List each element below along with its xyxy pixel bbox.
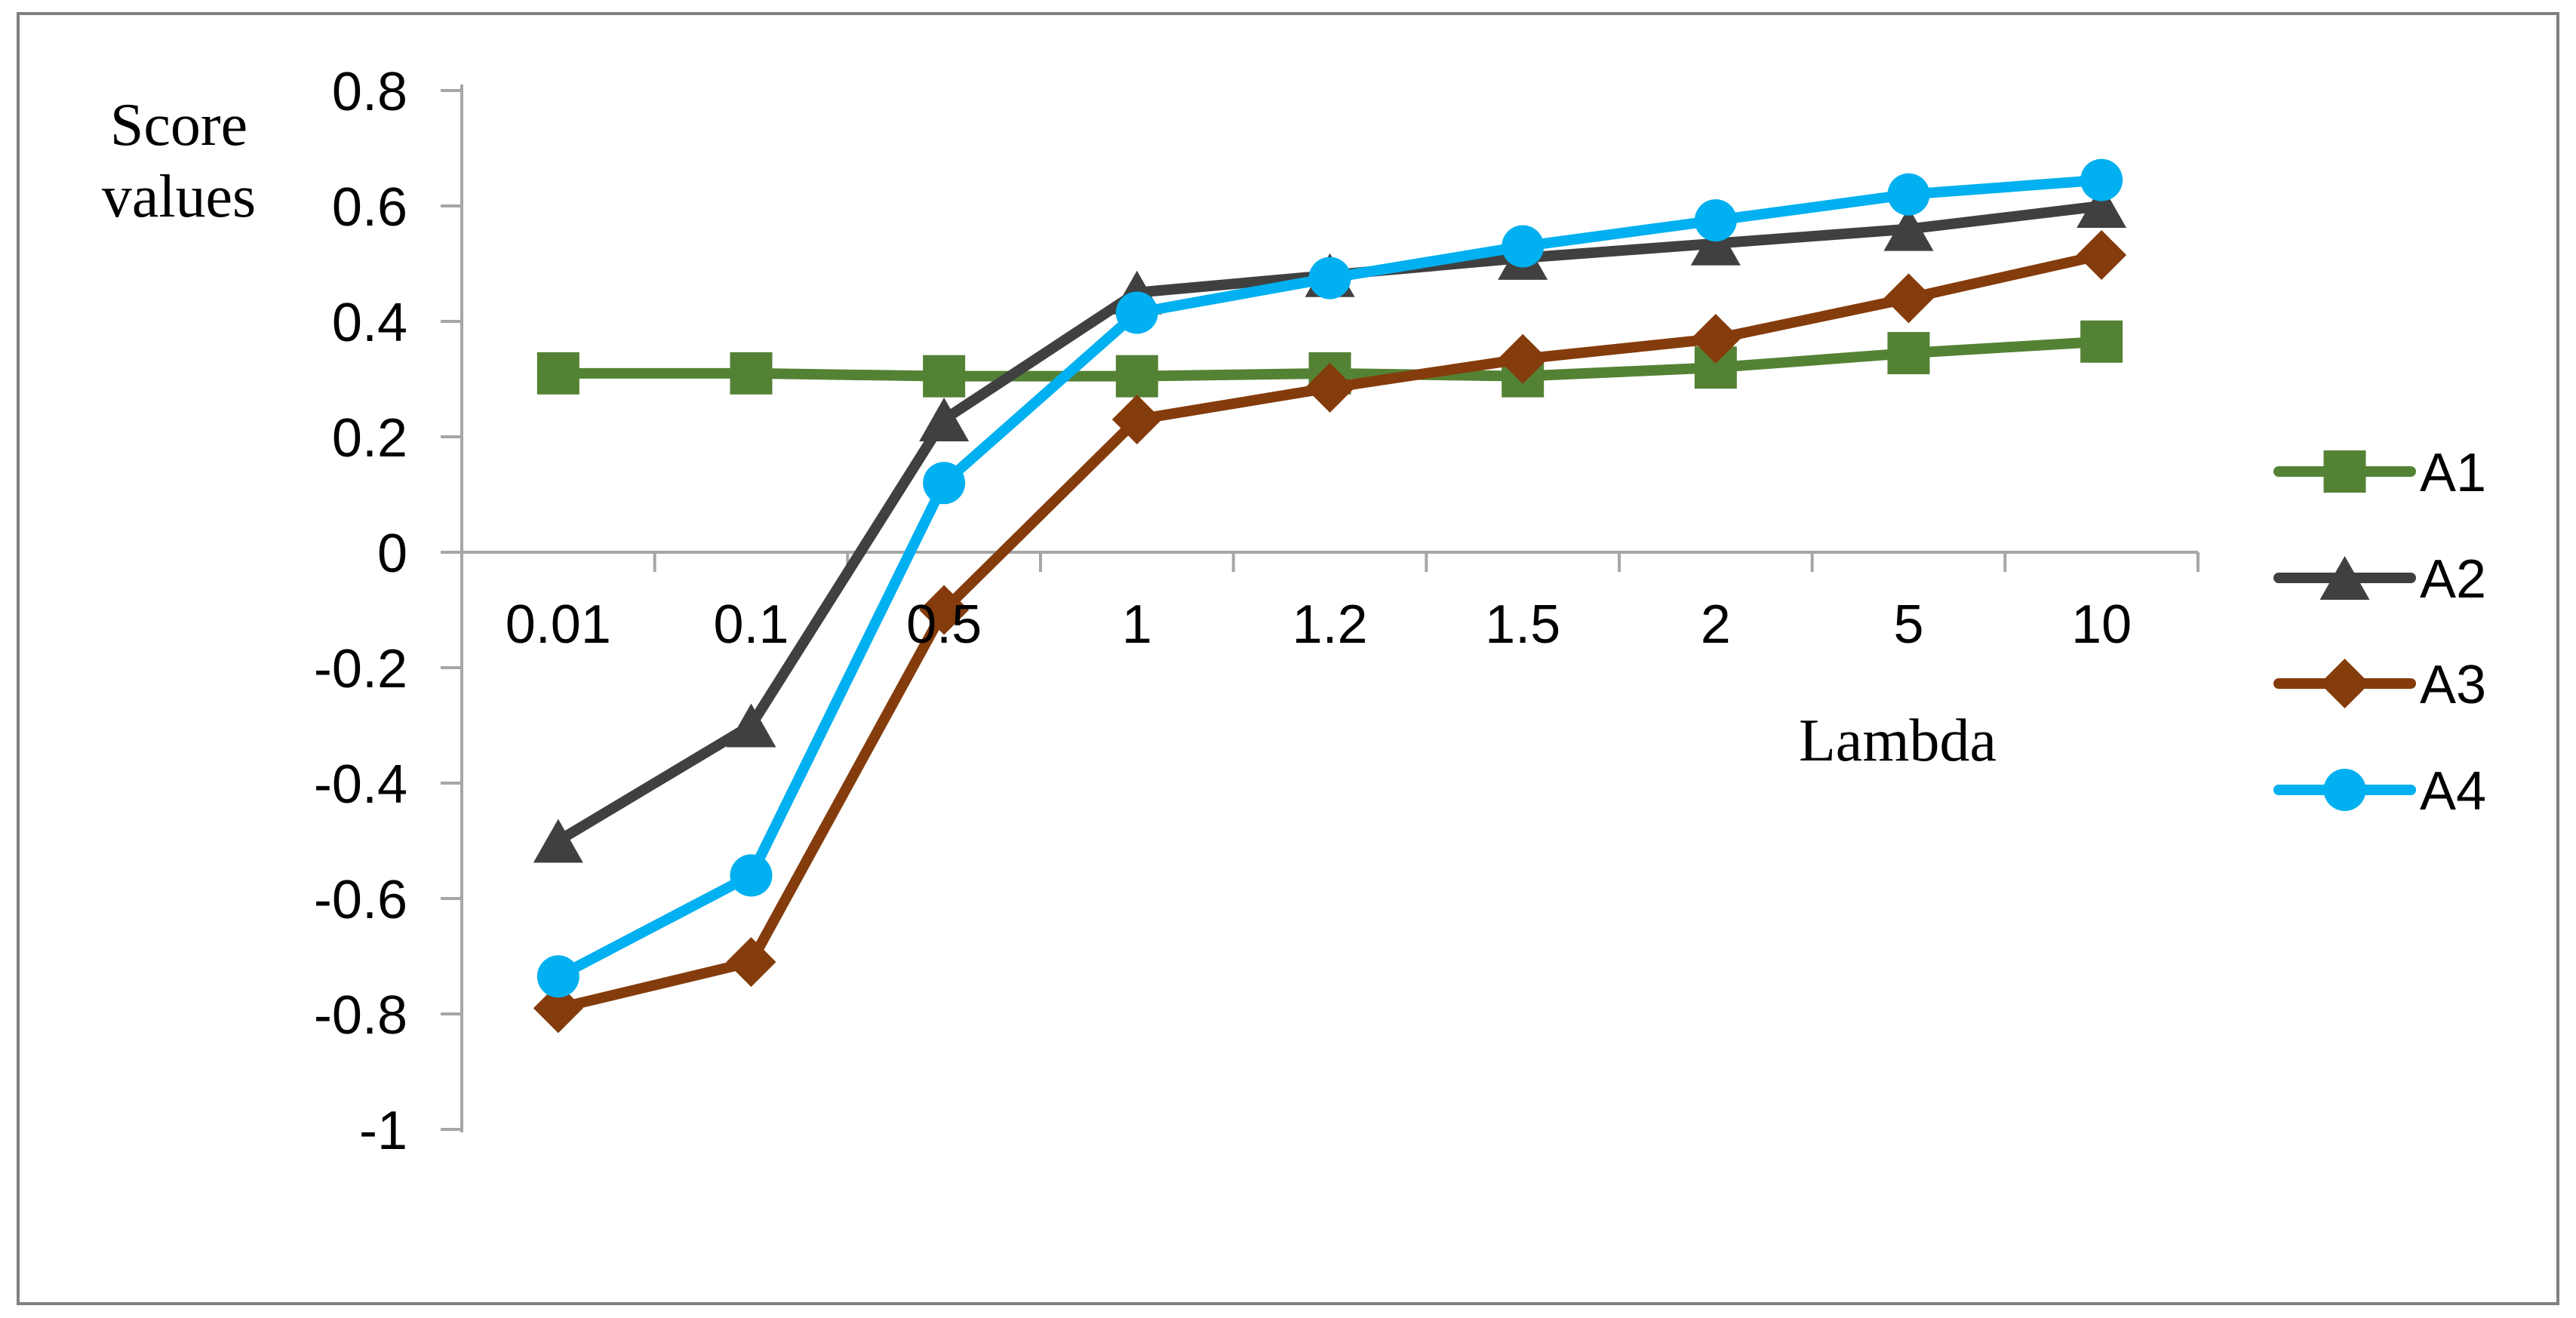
y-tick-label: -0.2 — [314, 639, 407, 699]
series-line-a4 — [555, 174, 2102, 982]
x-tick-label: 0.5 — [906, 594, 982, 655]
marker-a4 — [1308, 257, 1351, 300]
legend-entry-a3: A3 — [2273, 655, 2486, 715]
marker-a3 — [1883, 273, 1934, 324]
x-tick-label: 10 — [2071, 594, 2132, 655]
marker-a3 — [1111, 395, 1162, 445]
marker-a3 — [1690, 313, 1741, 364]
y-tick-label: -0.6 — [314, 870, 407, 930]
legend-marker-diamond — [2319, 659, 2370, 708]
marker-a3 — [1498, 333, 1548, 384]
marker-a4 — [730, 854, 773, 897]
marker-a4 — [1887, 173, 1930, 216]
y-tick-label: 0.6 — [332, 177, 407, 238]
marker-a1 — [1115, 355, 1158, 398]
legend-entry-a2: A2 — [2273, 549, 2486, 610]
legend-marker-square — [2323, 450, 2366, 493]
legend-marker-triangle — [2319, 556, 2370, 600]
marker-a4 — [1502, 225, 1545, 268]
x-tick-label: 1 — [1122, 594, 1152, 655]
marker-a1 — [923, 355, 966, 398]
marker-a3 — [2076, 230, 2127, 281]
marker-a3 — [726, 937, 776, 988]
y-axis-title-line1: Score — [110, 92, 247, 158]
series-group — [533, 158, 2127, 1034]
tick-labels-group: 0.8 0.6 0.4 0.2 0 -0.2 -0.4 -0.6 -0.8 -1 0.01 0.1 0.… — [314, 62, 2132, 1161]
marker-a4 — [923, 462, 966, 505]
y-tick-label: -1 — [359, 1101, 407, 1161]
series-a3 — [533, 230, 2127, 1034]
legend-label: A3 — [2420, 655, 2486, 715]
marker-a2 — [1883, 207, 1934, 251]
x-tick-label: 1.5 — [1485, 594, 1560, 655]
x-axis-title: Lambda — [1799, 708, 1997, 774]
y-tick-label: 0.8 — [332, 62, 407, 122]
marker-a2 — [533, 819, 583, 863]
marker-a2 — [2076, 184, 2127, 228]
legend-group: A1 A2 A3 A4 — [2273, 443, 2486, 822]
marker-a3 — [1305, 362, 1355, 413]
legend-marker-circle — [2323, 769, 2366, 811]
figure-border — [17, 12, 2559, 1305]
legend-entry-a4: A4 — [2273, 761, 2486, 822]
x-tick-label: 5 — [1893, 594, 1923, 655]
y-tick-label: 0.2 — [332, 408, 407, 469]
y-tick-label: -0.8 — [314, 985, 407, 1046]
marker-a2 — [919, 398, 970, 442]
x-tick-label: 0.01 — [506, 594, 611, 655]
marker-a2 — [726, 703, 776, 748]
marker-a1 — [730, 352, 773, 395]
y-tick-label: -0.4 — [314, 754, 407, 815]
marker-a4 — [1115, 291, 1158, 334]
legend-label: A4 — [2420, 761, 2486, 822]
x-tick-label: 2 — [1701, 594, 1731, 655]
marker-a2 — [1690, 221, 1741, 266]
marker-a1 — [536, 352, 579, 395]
x-tick-label: 0.1 — [713, 594, 788, 655]
marker-a3 — [533, 983, 583, 1034]
x-tick-label: 1.2 — [1292, 594, 1367, 655]
marker-a1 — [2080, 320, 2123, 363]
series-a4 — [536, 158, 2123, 998]
legend-label: A2 — [2420, 549, 2486, 610]
axes-group — [441, 84, 2199, 1132]
legend-label: A1 — [2420, 443, 2486, 503]
marker-a4 — [2080, 158, 2123, 201]
marker-a4 — [536, 955, 579, 998]
legend-entry-a1: A1 — [2273, 443, 2486, 503]
marker-a4 — [1694, 199, 1737, 242]
y-tick-label: 0.4 — [332, 293, 407, 353]
marker-a3 — [919, 585, 970, 635]
marker-a1 — [1887, 332, 1930, 375]
y-axis-title-line2: values — [102, 164, 256, 230]
y-tick-label: 0 — [377, 524, 407, 584]
